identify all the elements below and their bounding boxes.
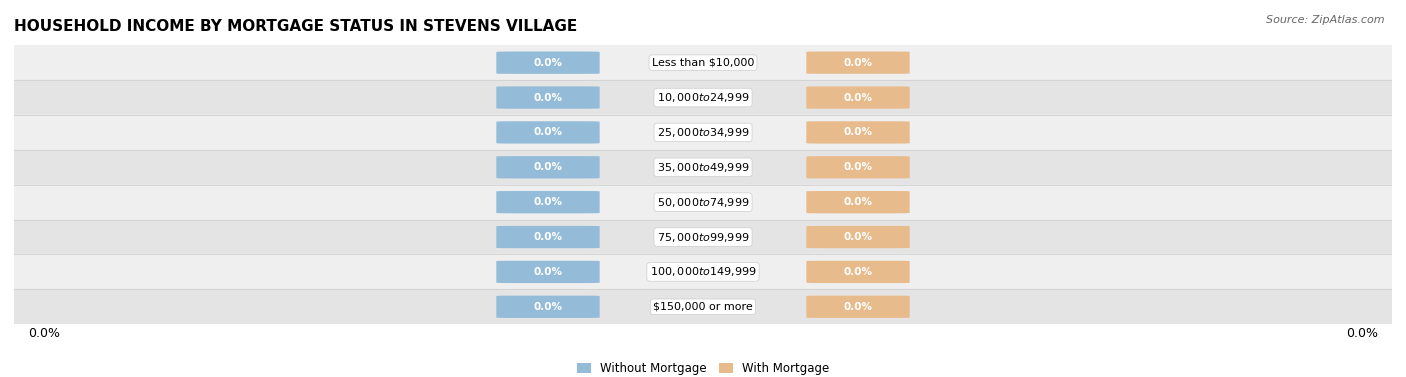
FancyBboxPatch shape <box>806 296 910 318</box>
Text: 0.0%: 0.0% <box>844 232 873 242</box>
FancyBboxPatch shape <box>806 52 910 74</box>
Bar <box>14 254 1392 290</box>
Text: 0.0%: 0.0% <box>533 162 562 172</box>
FancyBboxPatch shape <box>496 261 599 283</box>
Text: $75,000 to $99,999: $75,000 to $99,999 <box>657 231 749 244</box>
Text: Source: ZipAtlas.com: Source: ZipAtlas.com <box>1267 15 1385 25</box>
Text: 0.0%: 0.0% <box>533 232 562 242</box>
Text: $50,000 to $74,999: $50,000 to $74,999 <box>657 196 749 208</box>
Text: 0.0%: 0.0% <box>844 197 873 207</box>
Text: $25,000 to $34,999: $25,000 to $34,999 <box>657 126 749 139</box>
Bar <box>14 290 1392 324</box>
Bar <box>14 150 1392 185</box>
Text: 0.0%: 0.0% <box>844 127 873 138</box>
Bar <box>14 219 1392 254</box>
FancyBboxPatch shape <box>496 226 599 248</box>
Text: HOUSEHOLD INCOME BY MORTGAGE STATUS IN STEVENS VILLAGE: HOUSEHOLD INCOME BY MORTGAGE STATUS IN S… <box>14 19 578 34</box>
FancyBboxPatch shape <box>806 261 910 283</box>
FancyBboxPatch shape <box>806 226 910 248</box>
FancyBboxPatch shape <box>496 52 599 74</box>
Text: $10,000 to $24,999: $10,000 to $24,999 <box>657 91 749 104</box>
FancyBboxPatch shape <box>496 191 599 213</box>
Text: 0.0%: 0.0% <box>533 92 562 103</box>
Text: 0.0%: 0.0% <box>1346 327 1378 340</box>
Text: 0.0%: 0.0% <box>533 58 562 68</box>
FancyBboxPatch shape <box>806 121 910 144</box>
Bar <box>14 80 1392 115</box>
FancyBboxPatch shape <box>496 86 599 109</box>
Text: 0.0%: 0.0% <box>844 267 873 277</box>
Text: $100,000 to $149,999: $100,000 to $149,999 <box>650 265 756 278</box>
FancyBboxPatch shape <box>806 191 910 213</box>
FancyBboxPatch shape <box>806 86 910 109</box>
Text: 0.0%: 0.0% <box>844 92 873 103</box>
FancyBboxPatch shape <box>496 296 599 318</box>
Bar <box>14 115 1392 150</box>
FancyBboxPatch shape <box>806 156 910 178</box>
Legend: Without Mortgage, With Mortgage: Without Mortgage, With Mortgage <box>572 357 834 377</box>
Text: 0.0%: 0.0% <box>533 302 562 312</box>
Text: Less than $10,000: Less than $10,000 <box>652 58 754 68</box>
Text: $35,000 to $49,999: $35,000 to $49,999 <box>657 161 749 174</box>
FancyBboxPatch shape <box>496 121 599 144</box>
Bar <box>14 45 1392 80</box>
Text: 0.0%: 0.0% <box>844 58 873 68</box>
Text: 0.0%: 0.0% <box>533 197 562 207</box>
Text: 0.0%: 0.0% <box>533 267 562 277</box>
FancyBboxPatch shape <box>496 156 599 178</box>
Text: 0.0%: 0.0% <box>533 127 562 138</box>
Text: $150,000 or more: $150,000 or more <box>654 302 752 312</box>
Text: 0.0%: 0.0% <box>844 302 873 312</box>
Bar <box>14 185 1392 219</box>
Text: 0.0%: 0.0% <box>28 327 60 340</box>
Text: 0.0%: 0.0% <box>844 162 873 172</box>
